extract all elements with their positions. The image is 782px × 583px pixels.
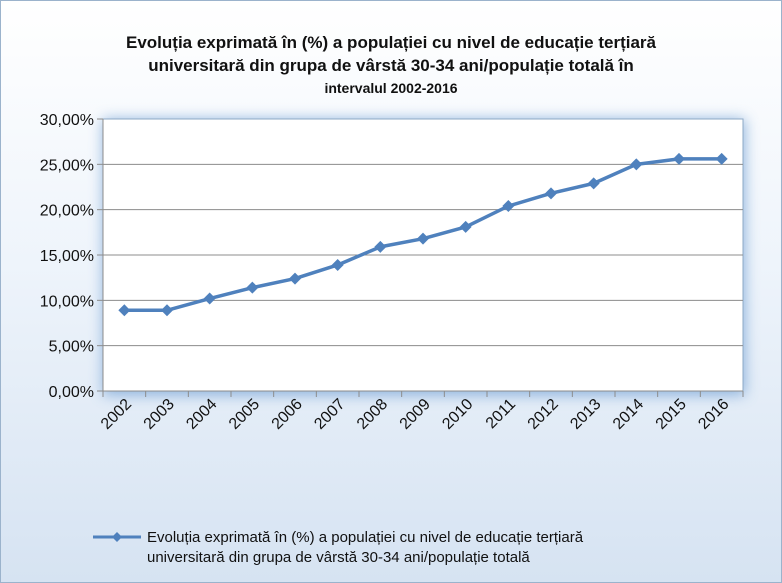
x-tick-label: 2015 — [653, 396, 690, 433]
data-point-marker — [118, 304, 131, 317]
x-tick-label: 2012 — [525, 396, 562, 433]
data-point-marker — [502, 200, 515, 213]
data-point-marker — [417, 232, 429, 245]
chart-title: Evoluția exprimată în (%) a populației c… — [126, 33, 657, 96]
x-tick-label: 2016 — [695, 396, 732, 433]
data-point-marker — [545, 187, 557, 200]
y-tick-label: 5,00% — [49, 339, 94, 356]
chart-title-line-2: universitară din grupa de vârstă 30-34 a… — [148, 56, 634, 75]
data-point-marker — [161, 304, 173, 317]
data-point-marker — [203, 292, 216, 305]
data-point-marker — [587, 177, 600, 190]
legend-marker — [112, 532, 122, 542]
x-tick-label: 2011 — [483, 396, 519, 432]
data-point-marker — [331, 258, 344, 271]
x-tick-label: 2013 — [567, 396, 604, 433]
chart-title-line-1: Evoluția exprimată în (%) a populației c… — [126, 33, 657, 52]
x-tick-label: 2008 — [354, 396, 391, 433]
legend-label-line-1: Evoluția exprimată în (%) a populației c… — [147, 529, 584, 546]
data-point-marker — [459, 220, 472, 233]
y-tick-label: 15,00% — [40, 248, 94, 265]
y-tick-label: 10,00% — [40, 293, 94, 310]
y-tick-label: 30,00% — [40, 112, 94, 129]
data-point-marker — [673, 152, 685, 165]
x-tick-label: 2006 — [269, 396, 306, 433]
x-tick-label: 2005 — [226, 396, 263, 433]
y-tick-label: 20,00% — [40, 203, 94, 220]
data-point-marker — [289, 272, 301, 285]
x-tick-label: 2002 — [98, 396, 135, 433]
y-tick-label: 0,00% — [49, 384, 94, 401]
data-point-marker — [630, 158, 643, 171]
y-axis-tick-labels: 0,00% 5,00% 10,00% 15,00% 20,00% 25,00% 30,00% — [40, 112, 94, 401]
x-tick-label: 2014 — [610, 396, 647, 433]
x-tick-label: 2004 — [183, 396, 220, 433]
chart-title-line-3: intervalul 2002-2016 — [324, 80, 457, 96]
legend: Evoluția exprimată în (%) a populației c… — [93, 529, 584, 566]
x-tick-label: 2009 — [397, 396, 434, 433]
x-tick-label: 2003 — [141, 396, 178, 433]
data-point-marker — [246, 281, 259, 294]
data-point-marker — [374, 240, 387, 253]
x-tick-label: 2007 — [311, 396, 348, 433]
x-axis-tick-labels: 2002 2003 2004 2005 2006 2007 2008 2009 2010 2011… — [98, 396, 733, 433]
data-point-marker — [715, 152, 728, 165]
legend-label-line-2: universitară din grupa de vârstă 30-34 a… — [147, 549, 530, 566]
x-tick-label: 2010 — [439, 396, 476, 433]
series-line — [118, 152, 728, 317]
axes — [97, 118, 744, 397]
y-tick-label: 25,00% — [40, 157, 94, 174]
